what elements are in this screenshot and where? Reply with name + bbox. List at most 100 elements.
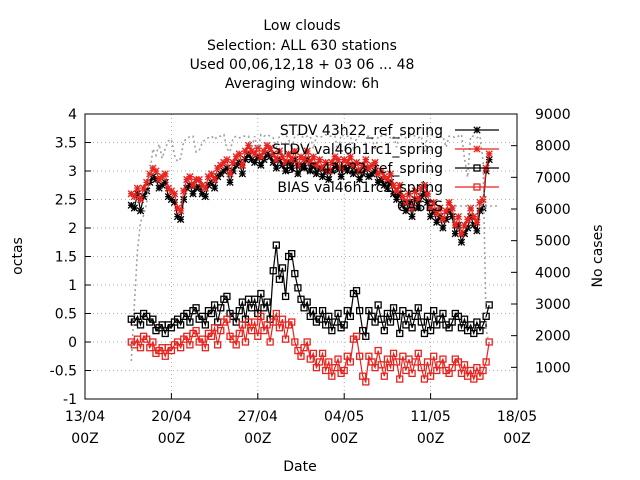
legend-label: STDV 43h22_ref_spring — [280, 123, 443, 139]
series-marker-star — [300, 164, 308, 172]
series-marker-square — [389, 304, 398, 312]
series-marker-star — [460, 221, 469, 229]
x-tick-label-date: 18/05 — [497, 409, 537, 425]
series-marker-square — [278, 264, 287, 272]
y-tick-label: 0 — [68, 335, 77, 351]
series-marker-star — [343, 158, 351, 167]
series-marker-square — [386, 363, 395, 372]
y-tick-label: 4 — [68, 107, 77, 123]
y-tick-label: 3 — [68, 164, 77, 180]
series-marker-square — [460, 361, 469, 369]
series-marker-square — [396, 329, 404, 338]
series-marker-square — [423, 358, 432, 366]
series-marker-star — [448, 204, 456, 212]
y-tick-label: 1 — [68, 278, 77, 294]
series-marker-square — [325, 358, 333, 366]
series-marker-star — [146, 170, 154, 178]
series-marker-star — [238, 170, 247, 178]
series-marker-square — [161, 329, 169, 338]
series-marker-square — [340, 321, 348, 329]
series-marker-square — [303, 298, 311, 306]
series-marker-star — [278, 153, 287, 161]
series-marker-star — [448, 212, 456, 221]
series-marker-star — [306, 167, 314, 175]
y-tick-label: 3.5 — [55, 136, 77, 152]
series-marker-star — [445, 198, 453, 207]
series-marker-star — [133, 184, 142, 192]
series-marker-square — [383, 309, 392, 318]
series-marker-square — [257, 312, 265, 321]
series-marker-square — [334, 309, 342, 318]
series-marker-star — [433, 218, 441, 226]
series-marker-square — [414, 304, 422, 312]
series-marker-star — [328, 158, 336, 167]
series-marker-star — [318, 173, 327, 181]
series-marker-star — [281, 167, 290, 175]
series-marker-square — [247, 326, 256, 335]
y2-tick-label: 9000 — [535, 107, 571, 123]
series-marker-star — [275, 147, 284, 155]
series-marker-star — [306, 158, 314, 167]
series-marker-star — [195, 183, 203, 191]
series-marker-star — [454, 212, 463, 221]
series-marker-square — [251, 318, 259, 326]
series-marker-square — [346, 312, 355, 321]
series-marker-square — [257, 289, 265, 298]
series-marker-square — [263, 298, 271, 306]
series-marker-star — [442, 207, 450, 215]
series-marker-square — [278, 315, 287, 323]
series-marker-star — [130, 204, 139, 212]
series-marker-star — [176, 207, 185, 215]
series-marker-square — [223, 315, 231, 323]
series-marker-star — [201, 192, 210, 201]
series-marker-square — [331, 318, 339, 326]
series-marker-square — [439, 355, 447, 363]
series-4 — [127, 309, 493, 386]
series-marker-square — [232, 341, 240, 349]
series-marker-star — [257, 161, 265, 169]
series-marker-square — [325, 312, 333, 321]
series-marker-square — [411, 312, 419, 321]
series-marker-square — [393, 358, 401, 366]
series-marker-star — [281, 158, 290, 167]
y-tick-label: 0.5 — [55, 307, 77, 323]
series-marker-star — [399, 192, 407, 201]
series-marker-star — [352, 158, 361, 167]
series-marker-star — [473, 227, 481, 235]
tick-labels: -1 -0.5 0 0.5 1 1.5 2 2.5 3 3.5 4 1000 2000 3000 4000 5… — [50, 107, 571, 447]
series-marker-square — [318, 349, 327, 358]
series-marker-star — [170, 190, 179, 198]
chart-title-line-2: Selection: ALL 630 stations — [207, 38, 397, 54]
series-marker-square — [362, 378, 370, 386]
chart-title-line-3: Used 00,06,12,18 + 03 06 ... 48 — [189, 57, 415, 73]
series-marker-square — [352, 332, 361, 340]
series-marker-star — [251, 158, 259, 167]
series-marker-star — [408, 212, 416, 221]
series-marker-star — [207, 170, 216, 178]
series-marker-star — [430, 198, 438, 207]
series-marker-square — [269, 267, 277, 275]
x-tick-label-date: 20/04 — [151, 409, 191, 425]
series-marker-star — [300, 155, 308, 164]
series-marker-star — [346, 153, 355, 161]
series-marker-square — [303, 338, 311, 346]
series-marker-square — [217, 304, 225, 312]
series-marker-square — [408, 369, 416, 378]
series-marker-star — [386, 170, 395, 178]
series-marker-star — [392, 195, 401, 204]
series-marker-square — [322, 366, 330, 375]
series-marker-star — [451, 230, 459, 238]
series-marker-square — [266, 338, 274, 346]
series-marker-square — [417, 363, 425, 372]
series-marker-star — [396, 181, 404, 189]
series-marker-star — [291, 147, 299, 155]
series-marker-square — [340, 366, 348, 375]
series-marker-square — [149, 338, 157, 346]
series-marker-star — [433, 210, 441, 218]
series-marker-star — [325, 167, 333, 175]
series-marker-star — [411, 187, 419, 195]
series-marker-star — [337, 173, 345, 181]
chart-title-line-4: Averaging window: 6h — [224, 76, 380, 92]
series-marker-star — [414, 195, 422, 204]
series-marker-star — [257, 153, 265, 161]
